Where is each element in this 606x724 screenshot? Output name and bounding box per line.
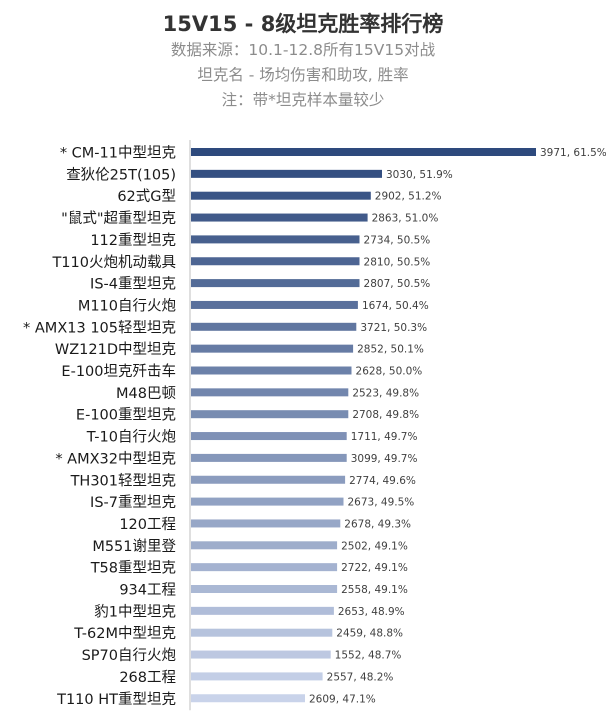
category-label: 豹1中型坦克	[94, 603, 176, 620]
bar	[191, 235, 360, 244]
data-label: 2557, 48.2%	[327, 671, 394, 683]
category-label: 62式G型	[117, 188, 176, 205]
bar	[191, 628, 333, 637]
category-label: E-100重型坦克	[76, 407, 176, 424]
category-label: T-62M中型坦克	[73, 625, 176, 642]
bar	[191, 432, 347, 441]
data-label: 3971, 61.5%	[540, 147, 606, 159]
data-label: 2628, 50.0%	[356, 366, 423, 378]
data-label: 2609, 47.1%	[309, 693, 376, 705]
bar	[191, 453, 347, 462]
data-label: 2678, 49.3%	[344, 518, 411, 530]
data-label: 2863, 51.0%	[372, 213, 439, 225]
data-label: 2502, 49.1%	[341, 540, 408, 552]
data-label: 2722, 49.1%	[341, 562, 408, 574]
category-label: 查狄伦25T(105)	[66, 166, 176, 183]
category-label: WZ121D中型坦克	[55, 341, 176, 358]
bar	[191, 475, 346, 484]
category-label: SP70自行火炮	[82, 647, 176, 664]
data-label: 2523, 49.8%	[352, 387, 419, 399]
category-label: "鼠式"超重型坦克	[61, 210, 176, 227]
bar	[191, 672, 323, 681]
data-label: 2810, 50.5%	[364, 256, 431, 268]
category-label: M110自行火炮	[78, 297, 176, 314]
category-label: M48巴顿	[116, 385, 176, 402]
category-label: T58重型坦克	[90, 560, 176, 577]
data-label: 2558, 49.1%	[341, 584, 408, 596]
bar	[191, 191, 371, 200]
category-label: 268工程	[119, 669, 176, 686]
category-label: * AMX13 105轻型坦克	[23, 319, 176, 336]
category-label: * CM-11中型坦克	[60, 145, 176, 162]
data-label: 1674, 50.4%	[362, 300, 429, 312]
data-label: 3030, 51.9%	[386, 169, 453, 181]
chart-subtitle-format: 坦克名 - 场均伤害和助攻, 胜率	[197, 66, 409, 84]
chart-subtitle-note: 注：带*坦克样本量较少	[221, 91, 385, 109]
chart-header: 15V15 - 8级坦克胜率排行榜 数据来源：10.1-12.8所有15V15对…	[0, 10, 606, 113]
bar	[191, 257, 360, 266]
data-label: 2807, 50.5%	[364, 278, 431, 290]
bar	[191, 322, 357, 331]
data-label: 3099, 49.7%	[351, 453, 418, 465]
bar	[191, 366, 352, 375]
data-label: 1552, 48.7%	[335, 650, 402, 662]
bar	[191, 148, 536, 156]
bar	[191, 300, 358, 309]
chart-title: 15V15 - 8级坦克胜率排行榜	[162, 12, 444, 36]
category-label: 934工程	[119, 582, 176, 599]
bar	[191, 279, 360, 288]
data-label: 3721, 50.3%	[360, 322, 427, 334]
category-label: 112重型坦克	[90, 232, 176, 249]
bar	[191, 410, 349, 419]
bar	[191, 213, 368, 222]
category-label: E-100坦克歼击车	[61, 363, 176, 380]
category-label: IS-4重型坦克	[90, 276, 176, 293]
category-label: * AMX32中型坦克	[55, 450, 176, 467]
bar	[191, 519, 341, 528]
data-label: 2673, 49.5%	[348, 497, 415, 509]
category-label: T110火炮机动载具	[51, 254, 176, 271]
bar	[191, 694, 305, 703]
data-label: 2708, 49.8%	[352, 409, 419, 421]
category-label: M551谢里登	[92, 538, 176, 555]
bar	[191, 388, 349, 397]
category-label: 120工程	[119, 516, 176, 533]
bar	[191, 650, 331, 659]
bar	[191, 606, 334, 615]
bar	[191, 169, 382, 178]
bar	[191, 497, 344, 506]
category-label: T110 HT重型坦克	[56, 691, 176, 708]
bar	[191, 585, 338, 593]
data-label: 1711, 49.7%	[351, 431, 418, 443]
data-label: 2902, 51.2%	[375, 191, 442, 203]
bar	[191, 563, 338, 572]
chart-subtitle-source: 数据来源：10.1-12.8所有15V15对战	[170, 41, 436, 59]
category-label: IS-7重型坦克	[90, 494, 176, 511]
bar	[191, 344, 354, 353]
data-label: 2852, 50.1%	[357, 344, 424, 356]
data-label: 2459, 48.8%	[336, 628, 403, 640]
data-label: 2734, 50.5%	[364, 234, 431, 246]
data-label: 2774, 49.6%	[349, 475, 416, 487]
category-label: T-10自行火炮	[86, 429, 176, 446]
bar	[191, 541, 338, 550]
data-label: 2653, 48.9%	[338, 606, 405, 618]
category-label: TH301轻型坦克	[70, 472, 176, 489]
